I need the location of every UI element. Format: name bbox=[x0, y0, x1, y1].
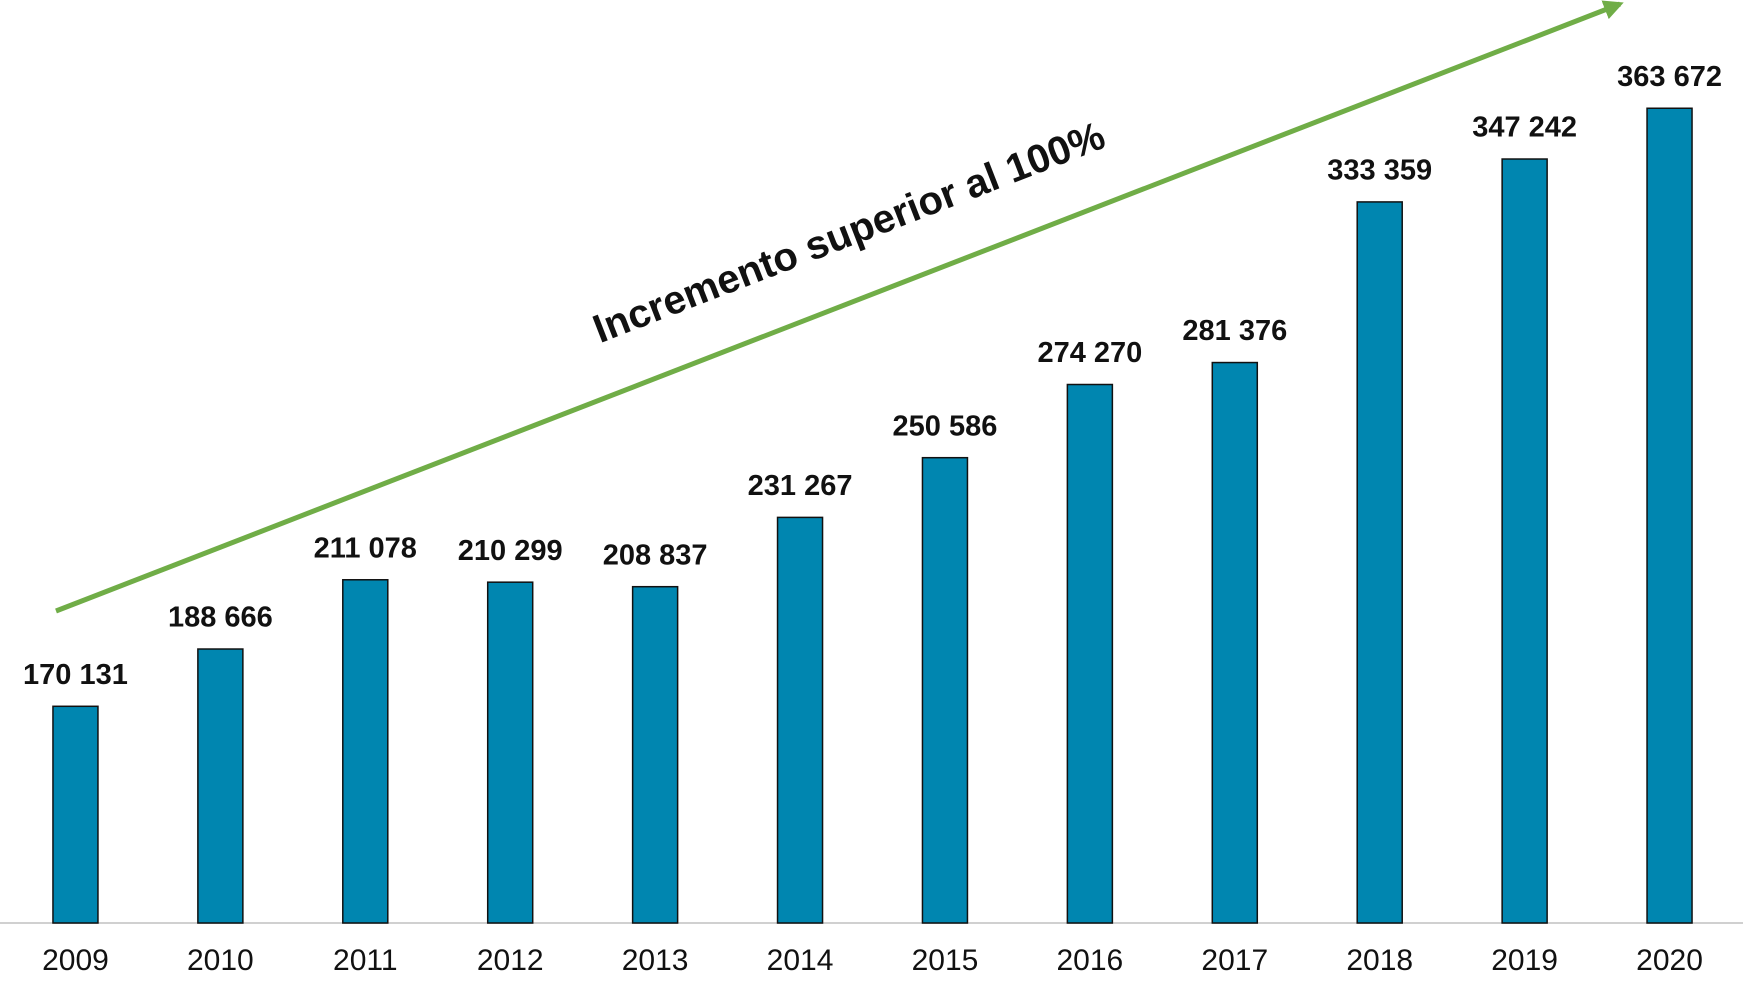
trend-arrow bbox=[55, 0, 1624, 614]
bar bbox=[921, 456, 969, 924]
x-tick-label: 2019 bbox=[1491, 944, 1558, 977]
value-label: 231 267 bbox=[748, 470, 853, 502]
x-tick-label: 2020 bbox=[1636, 944, 1703, 977]
value-label: 208 837 bbox=[603, 539, 708, 571]
x-tick-label: 2015 bbox=[912, 944, 979, 977]
bar bbox=[1356, 201, 1403, 924]
value-label: 281 376 bbox=[1182, 315, 1287, 347]
x-tick-label: 2009 bbox=[42, 944, 109, 977]
value-label: 333 359 bbox=[1327, 155, 1432, 187]
x-tick-label: 2011 bbox=[333, 944, 398, 977]
x-tick-label: 2014 bbox=[767, 944, 834, 977]
bar bbox=[1646, 107, 1693, 924]
bar bbox=[1501, 158, 1548, 924]
bar bbox=[486, 581, 534, 924]
value-label: 188 666 bbox=[168, 602, 273, 634]
bar bbox=[1211, 361, 1259, 924]
bar bbox=[1066, 383, 1114, 924]
value-label: 170 131 bbox=[23, 659, 128, 691]
x-tick-label: 2013 bbox=[622, 944, 689, 977]
value-label: 347 242 bbox=[1472, 112, 1577, 144]
x-tick-label: 2010 bbox=[187, 944, 254, 977]
bar bbox=[52, 705, 99, 924]
value-label: 250 586 bbox=[893, 410, 998, 442]
value-label: 211 078 bbox=[314, 532, 417, 564]
x-tick-label: 2016 bbox=[1057, 944, 1124, 977]
bar bbox=[631, 585, 679, 924]
value-label: 363 672 bbox=[1617, 61, 1722, 93]
value-label: 274 270 bbox=[1037, 337, 1142, 369]
bar bbox=[776, 516, 824, 924]
bar bbox=[342, 579, 389, 924]
x-tick-label: 2017 bbox=[1201, 944, 1268, 977]
x-tick-label: 2012 bbox=[477, 944, 544, 977]
bar bbox=[197, 648, 244, 924]
x-tick-label: 2018 bbox=[1346, 944, 1413, 977]
value-label: 210 299 bbox=[458, 535, 563, 567]
